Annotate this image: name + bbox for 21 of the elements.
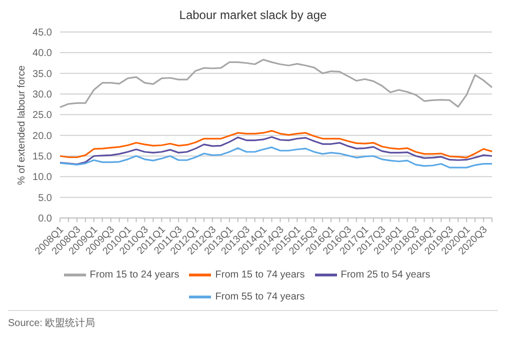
chart-title: Labour market slack by age <box>178 8 328 24</box>
y-tick-label: 45.0 <box>32 28 52 39</box>
source-note: Source: 欧盟统计局 <box>8 316 96 330</box>
legend-label: From 25 to 54 years <box>340 270 430 281</box>
y-tick-label: 40.0 <box>32 48 52 60</box>
line-series <box>59 146 493 168</box>
y-tick-label: 10.0 <box>32 172 52 184</box>
y-axis-title: % of extended labour force <box>16 65 28 185</box>
legend-label: From 15 to 24 years <box>90 270 180 281</box>
y-tick-label: 0.0 <box>38 214 52 225</box>
line-series <box>59 130 493 158</box>
y-tick-label: 25.0 <box>32 110 52 122</box>
line-series <box>59 58 493 108</box>
line-series <box>59 136 493 166</box>
y-tick-label: 30.0 <box>32 90 52 101</box>
legend-label: From 55 to 74 years <box>215 292 305 303</box>
y-tick-label: 35.0 <box>32 68 52 80</box>
y-tick-label: 15.0 <box>32 152 52 163</box>
legend-label: From 15 to 74 years <box>215 270 305 281</box>
y-tick-label: 5.0 <box>38 192 52 204</box>
y-tick-label: 20.0 <box>32 130 52 142</box>
